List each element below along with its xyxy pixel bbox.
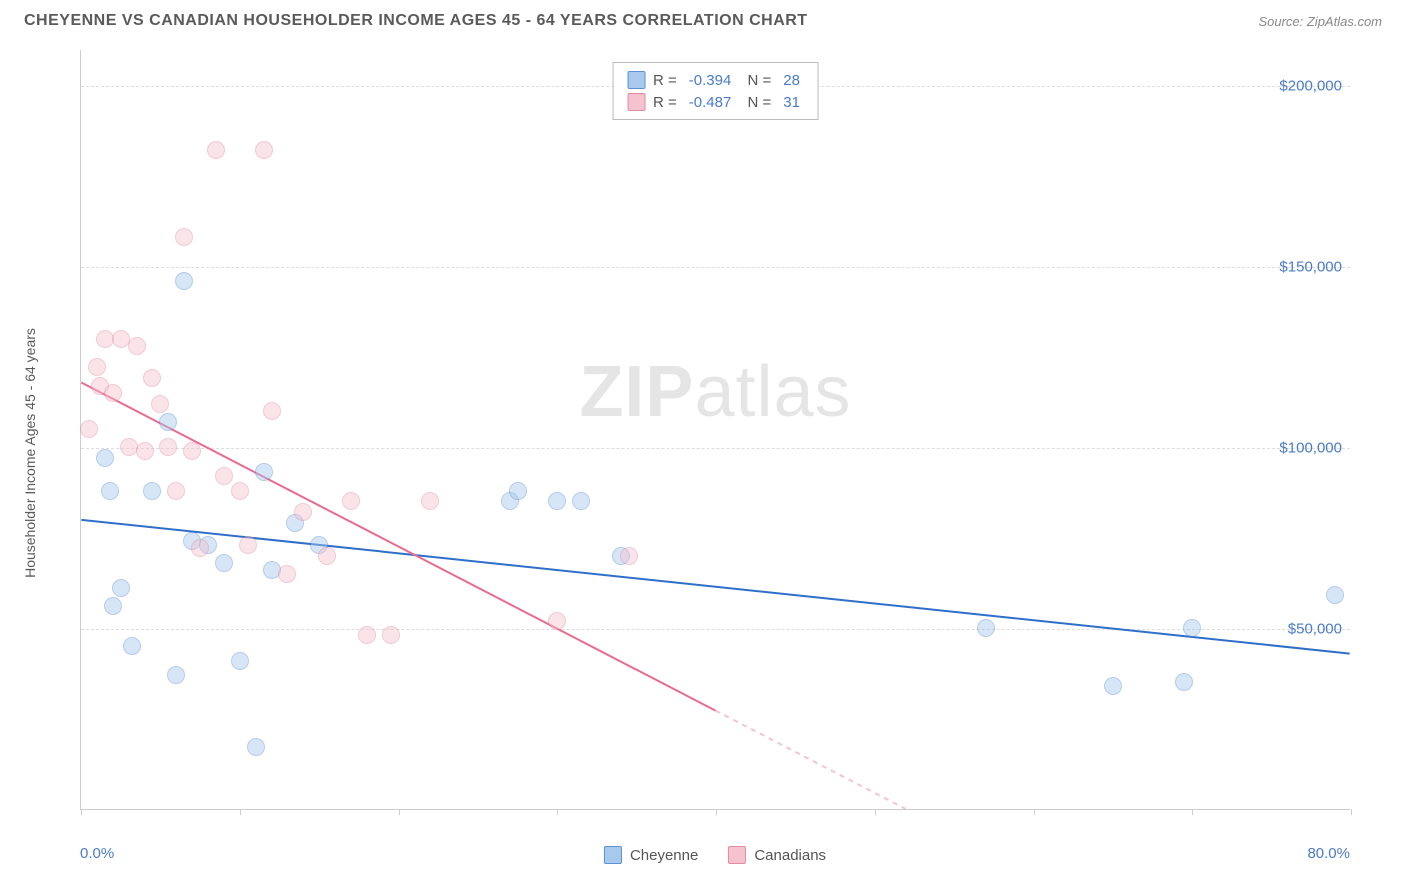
data-point	[1183, 619, 1201, 637]
data-point	[159, 438, 177, 456]
x-tick	[399, 809, 400, 815]
gridline	[81, 448, 1350, 449]
chart-title: CHEYENNE VS CANADIAN HOUSEHOLDER INCOME …	[24, 12, 808, 30]
x-axis-max-label: 80.0%	[1307, 845, 1350, 862]
x-tick	[240, 809, 241, 815]
stats-r-value-canadians: -0.487	[689, 94, 732, 111]
y-tick-label: $150,000	[1279, 259, 1342, 276]
data-point	[318, 547, 336, 565]
stats-legend-box: R = -0.394 N = 28 R = -0.487 N = 31	[612, 62, 819, 120]
data-point	[358, 626, 376, 644]
data-point	[1104, 677, 1122, 695]
legend-label-cheyenne: Cheyenne	[630, 847, 698, 864]
stats-n-label: N =	[743, 72, 771, 89]
stats-row-canadians: R = -0.487 N = 31	[627, 91, 804, 113]
stats-n-label: N =	[743, 94, 771, 111]
header: CHEYENNE VS CANADIAN HOUSEHOLDER INCOME …	[0, 0, 1406, 38]
data-point	[421, 492, 439, 510]
data-point	[112, 579, 130, 597]
data-point	[104, 597, 122, 615]
data-point	[215, 554, 233, 572]
data-point	[255, 463, 273, 481]
watermark-light: atlas	[694, 352, 851, 432]
bottom-legend: Cheyenne Canadians	[604, 846, 826, 864]
data-point	[342, 492, 360, 510]
data-point	[175, 272, 193, 290]
data-point	[1326, 586, 1344, 604]
stats-row-cheyenne: R = -0.394 N = 28	[627, 69, 804, 91]
data-point	[143, 369, 161, 387]
watermark-bold: ZIP	[579, 352, 694, 432]
data-point	[231, 482, 249, 500]
data-point	[620, 547, 638, 565]
data-point	[509, 482, 527, 500]
y-tick-label: $100,000	[1279, 440, 1342, 457]
data-point	[151, 395, 169, 413]
data-point	[207, 141, 225, 159]
data-point	[104, 384, 122, 402]
data-point	[88, 358, 106, 376]
legend-label-canadians: Canadians	[754, 847, 826, 864]
data-point	[263, 402, 281, 420]
data-point	[255, 141, 273, 159]
x-tick	[81, 809, 82, 815]
data-point	[80, 420, 98, 438]
data-point	[167, 666, 185, 684]
watermark: ZIPatlas	[579, 351, 851, 433]
trend-lines-layer	[81, 50, 1350, 809]
legend-item-cheyenne: Cheyenne	[604, 846, 698, 864]
data-point	[167, 482, 185, 500]
stats-r-label: R =	[653, 72, 677, 89]
stats-n-value-canadians: 31	[783, 94, 800, 111]
data-point	[548, 612, 566, 630]
plot-area: ZIPatlas $50,000 $100,000 $150,000 $200,000…	[80, 50, 1350, 810]
data-point	[159, 413, 177, 431]
data-point	[143, 482, 161, 500]
data-point	[215, 467, 233, 485]
data-point	[382, 626, 400, 644]
x-tick	[716, 809, 717, 815]
legend-item-canadians: Canadians	[728, 846, 826, 864]
data-point	[247, 738, 265, 756]
data-point	[175, 228, 193, 246]
chart-container: Householder Income Ages 45 - 64 years ZI…	[50, 50, 1380, 840]
stats-swatch-cheyenne	[627, 71, 645, 89]
legend-swatch-cheyenne	[604, 846, 622, 864]
y-tick-label: $50,000	[1288, 621, 1342, 638]
data-point	[123, 637, 141, 655]
source-attribution: Source: ZipAtlas.com	[1258, 14, 1382, 29]
x-tick	[1192, 809, 1193, 815]
data-point	[572, 492, 590, 510]
data-point	[239, 536, 257, 554]
x-tick	[557, 809, 558, 815]
gridline	[81, 267, 1350, 268]
data-point	[231, 652, 249, 670]
data-point	[548, 492, 566, 510]
stats-swatch-canadians	[627, 93, 645, 111]
gridline	[81, 629, 1350, 630]
stats-r-value-cheyenne: -0.394	[689, 72, 732, 89]
x-axis-min-label: 0.0%	[80, 845, 114, 862]
data-point	[278, 565, 296, 583]
x-tick	[875, 809, 876, 815]
x-tick	[1034, 809, 1035, 815]
stats-n-value-cheyenne: 28	[783, 72, 800, 89]
data-point	[1175, 673, 1193, 691]
data-point	[101, 482, 119, 500]
data-point	[977, 619, 995, 637]
data-point	[136, 442, 154, 460]
data-point	[96, 449, 114, 467]
x-tick	[1351, 809, 1352, 815]
y-tick-label: $200,000	[1279, 78, 1342, 95]
data-point	[128, 337, 146, 355]
data-point	[183, 442, 201, 460]
data-point	[294, 503, 312, 521]
data-point	[191, 539, 209, 557]
stats-r-label: R =	[653, 94, 677, 111]
y-axis-label: Householder Income Ages 45 - 64 years	[22, 328, 38, 578]
legend-swatch-canadians	[728, 846, 746, 864]
